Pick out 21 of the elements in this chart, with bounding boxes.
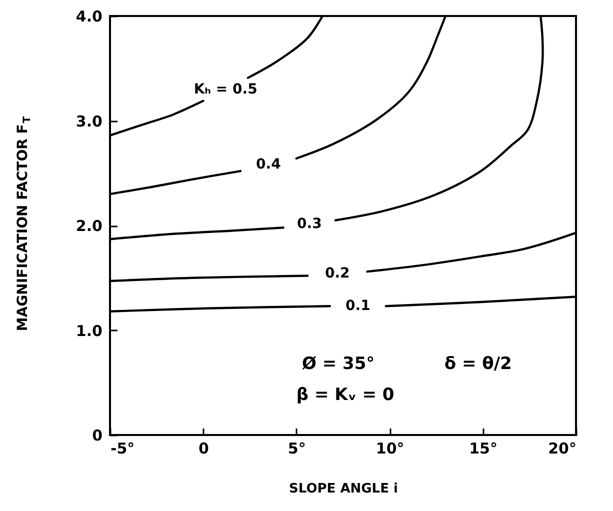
x-tick-label: 15°	[469, 440, 498, 458]
series-label: 0.3	[297, 216, 322, 232]
annotation: Ø = 35°	[302, 354, 375, 374]
series-label: 0.4	[256, 156, 282, 173]
y-tick-label: 2.0	[76, 217, 102, 235]
x-tick-label: 0	[198, 440, 209, 458]
x-tick-label: -5°	[110, 440, 135, 458]
y-tick-label: 3.0	[76, 112, 102, 130]
y-tick-label: 1.0	[76, 322, 102, 340]
y-tick-label: 0	[92, 426, 102, 444]
y-tick-label: 4.0	[76, 8, 102, 26]
x-tick-label: 5°	[288, 440, 306, 458]
annotation: β = Kᵥ = 0	[296, 385, 394, 406]
annotation: δ = θ/2	[444, 354, 512, 374]
x-axis-title: SLOPE ANGLE i	[289, 482, 398, 496]
x-tick-label: 20°	[548, 440, 576, 458]
series-label: 0.1	[346, 298, 370, 314]
series-label: Kₕ = 0.5	[194, 81, 258, 98]
series-label: 0.2	[325, 266, 350, 282]
x-tick-label: 10°	[376, 440, 404, 458]
y-axis-title: MAGNIFICATION FACTOR FT	[15, 116, 33, 332]
